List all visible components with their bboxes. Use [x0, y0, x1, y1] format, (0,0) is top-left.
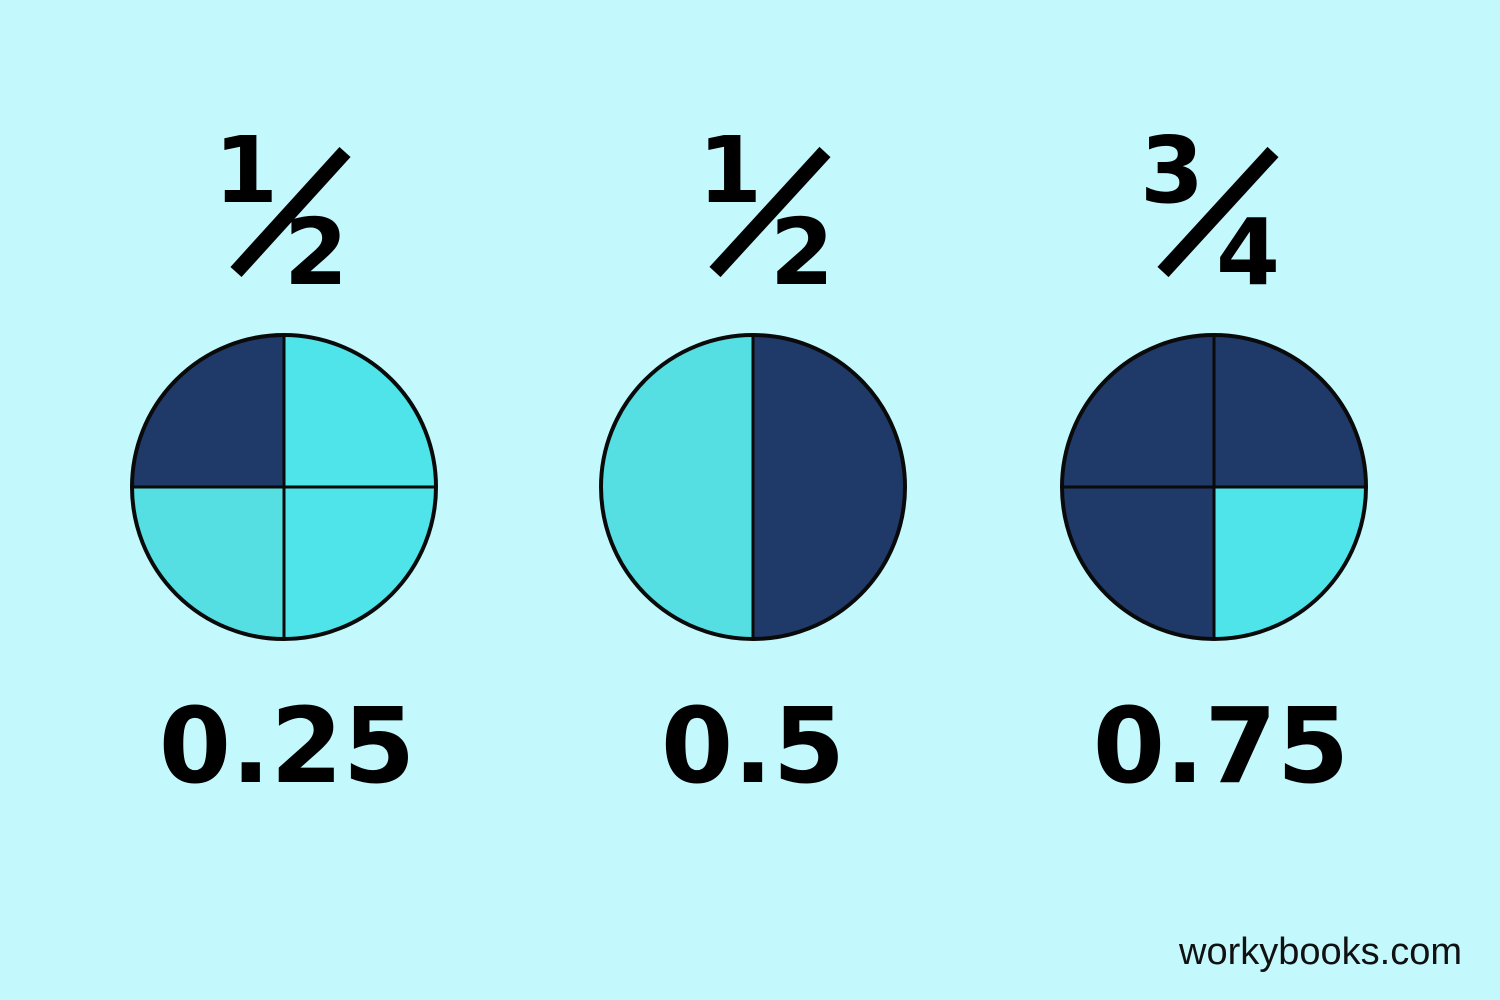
fraction-circle-three-quarters [1060, 333, 1368, 641]
circle-segment-bottom-right [1214, 487, 1366, 639]
numerator: 1 [698, 117, 762, 224]
fraction-slash [230, 146, 351, 278]
circle-segment-top-right [284, 335, 436, 487]
circle-segment-bottom-left-shaded [1062, 487, 1214, 639]
circle-segment-bottom-right [284, 487, 436, 639]
decimal-value: 0.5 [661, 685, 845, 807]
circle-segment-left [601, 335, 753, 639]
fraction-slash [1157, 146, 1279, 278]
numerator: 1 [214, 117, 278, 224]
fraction-label-quarter: 1 2 [214, 117, 351, 306]
fraction-label-three-quarters: 3 4 [1140, 117, 1280, 306]
circle-outline [1060, 333, 1368, 641]
fraction-circle-quarter [130, 333, 438, 641]
circle-segment-right-shaded [753, 335, 905, 639]
circle-outline [130, 333, 438, 641]
decimal-value: 0.25 [159, 685, 416, 807]
watermark-text: workybooks.com [1179, 931, 1462, 973]
denominator: 2 [284, 199, 348, 306]
circle-segment-bottom-left [132, 487, 284, 639]
circle-segment-top-left-shaded [1062, 335, 1214, 487]
fraction-slash [709, 146, 831, 278]
fraction-label-half: 1 2 [698, 117, 834, 306]
decimal-value: 0.75 [1093, 685, 1350, 807]
circle-segment-top-left-shaded [132, 335, 284, 487]
fraction-circle-half [599, 333, 907, 641]
denominator: 4 [1216, 199, 1280, 306]
fraction-item-three-quarters: 3 4 0.75 [1060, 117, 1368, 807]
circle-segment-top-right-shaded [1214, 335, 1366, 487]
fraction-item-half: 1 2 0.5 [599, 117, 907, 807]
numerator: 3 [1140, 117, 1204, 224]
fraction-item-quarter: 1 2 0.25 [130, 117, 438, 807]
denominator: 2 [770, 199, 834, 306]
circle-outline [599, 333, 907, 641]
